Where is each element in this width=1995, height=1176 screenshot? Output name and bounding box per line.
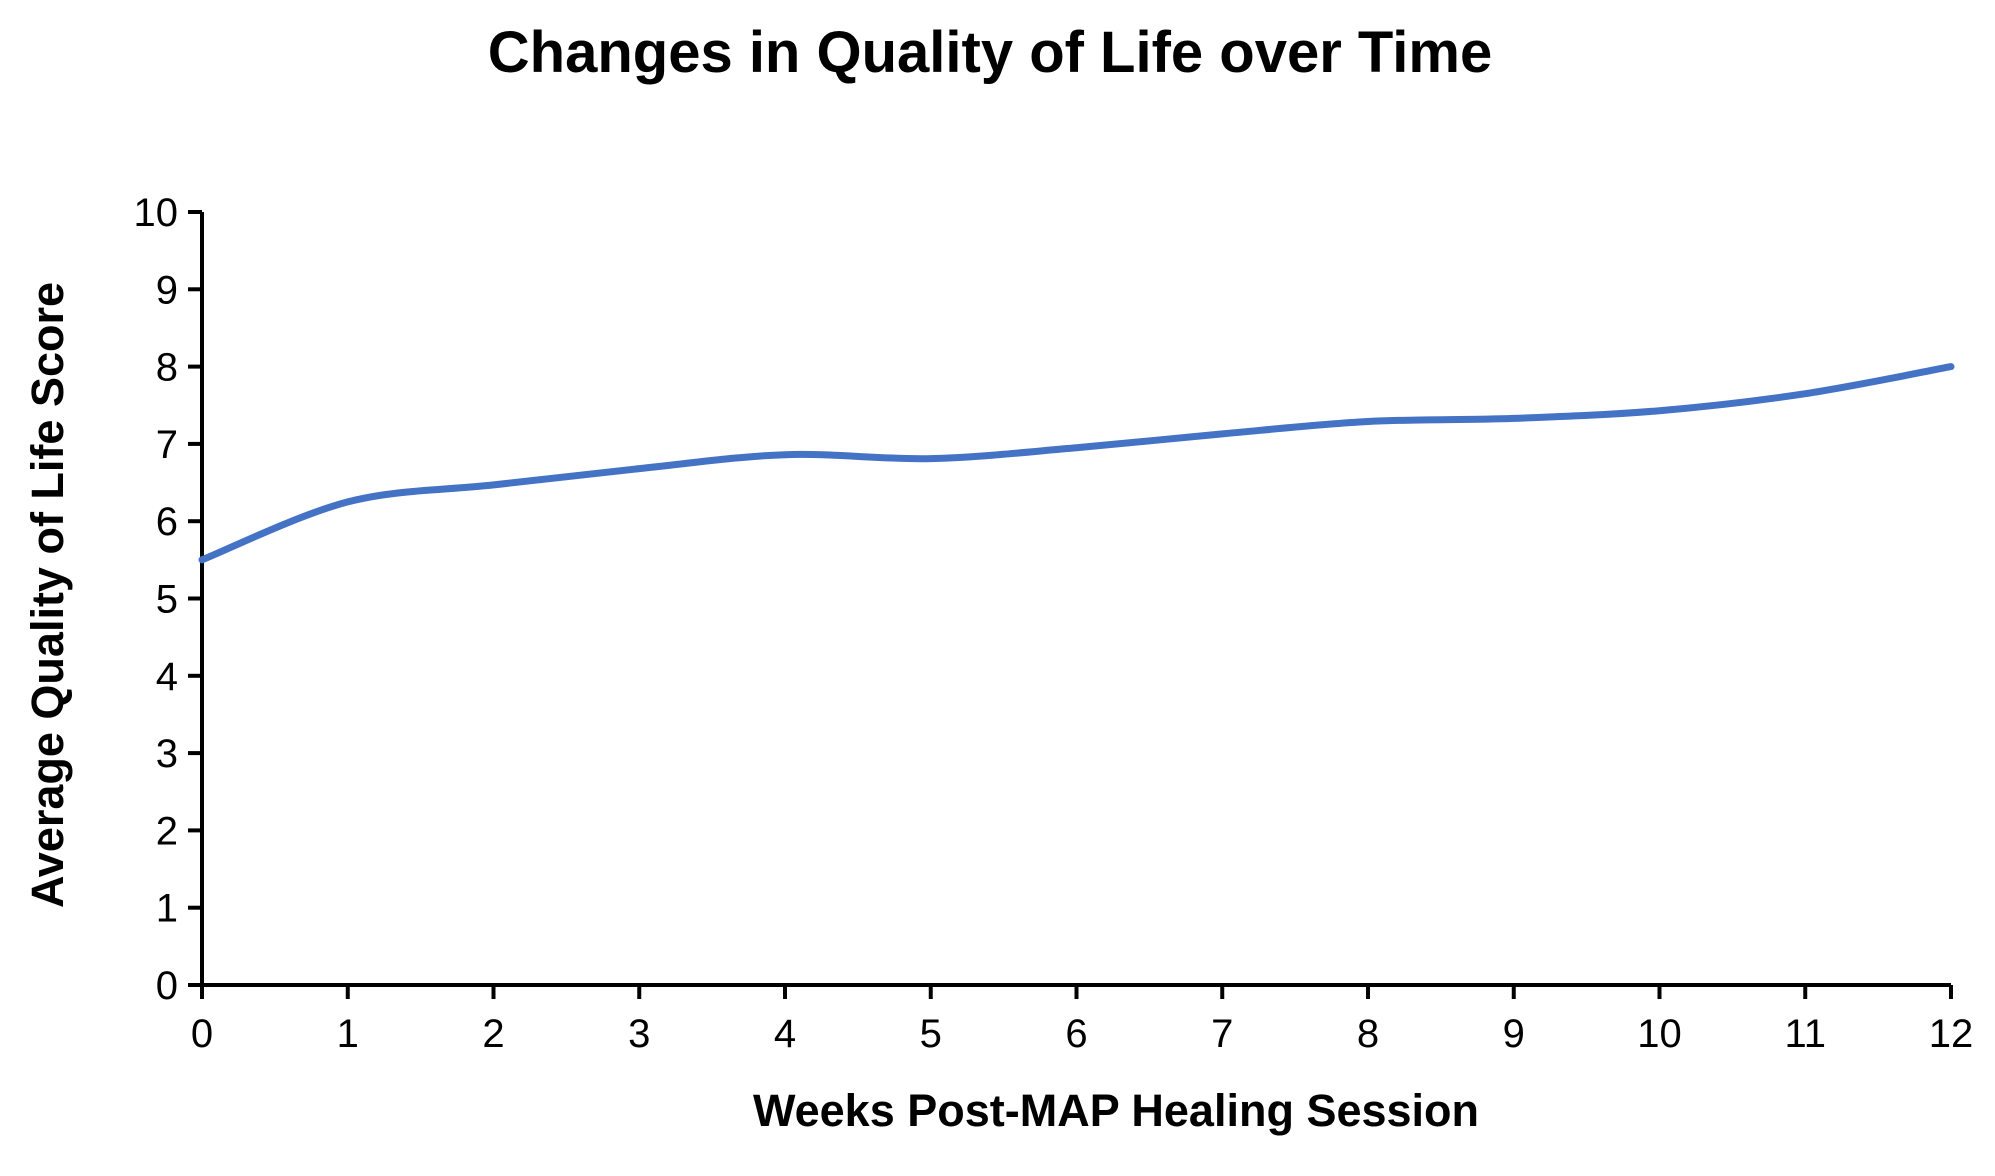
- y-axis: 0 1 2 3 4 5 6 7 8 9 10: [134, 191, 204, 1008]
- y-tick-label: 1: [156, 887, 178, 931]
- y-tick-label: 7: [156, 423, 178, 467]
- x-axis-title: Weeks Post-MAP Healing Session: [753, 1085, 1479, 1136]
- y-axis-title: Average Quality of Life Score: [22, 282, 73, 908]
- x-tick-label: 6: [1065, 1012, 1087, 1056]
- x-tick-label: 11: [1784, 1012, 1826, 1056]
- y-tick-label: 2: [156, 809, 178, 853]
- y-tick-label: 3: [156, 732, 178, 776]
- y-tick-label: 4: [156, 655, 178, 699]
- x-tick-label: 1: [337, 1012, 359, 1056]
- y-tick-label: 8: [156, 346, 178, 390]
- x-tick-label: 12: [1929, 1012, 1974, 1056]
- x-axis: 0 1 2 3 4 5 6 7 8 9 10 11 12: [191, 983, 1974, 1056]
- x-tick-label: 10: [1637, 1012, 1682, 1056]
- y-tick-label: 6: [156, 500, 178, 544]
- y-tick-label: 9: [156, 268, 178, 312]
- y-tick-label: 10: [134, 191, 179, 235]
- x-tick-label: 8: [1357, 1012, 1379, 1056]
- x-tick-label: 2: [482, 1012, 504, 1056]
- chart-title: Changes in Quality of Life over Time: [488, 20, 1492, 85]
- x-tick-label: 9: [1503, 1012, 1525, 1056]
- x-tick-label: 0: [191, 1012, 213, 1056]
- x-tick-label: 3: [628, 1012, 650, 1056]
- x-tick-label: 7: [1211, 1012, 1233, 1056]
- y-tick-label: 5: [156, 578, 178, 622]
- series-line-0: [198, 363, 1955, 564]
- x-tick-label: 5: [920, 1012, 942, 1056]
- y-tick-label: 0: [156, 964, 178, 1008]
- x-tick-label: 4: [774, 1012, 796, 1056]
- series-group: [198, 363, 1955, 564]
